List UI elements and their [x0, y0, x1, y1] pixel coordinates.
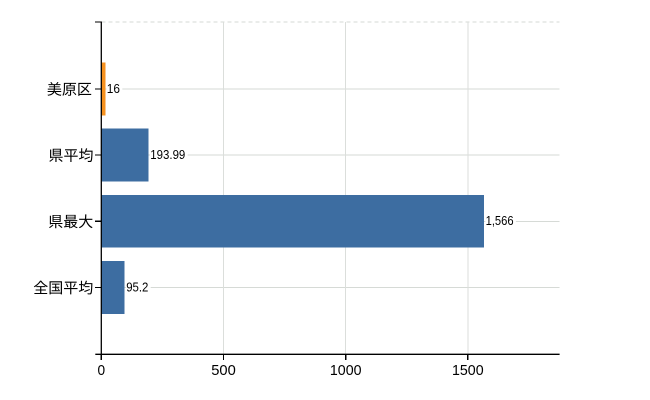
svg-text:0: 0 — [98, 362, 106, 379]
svg-text:1,566: 1,566 — [486, 213, 514, 228]
svg-text:500: 500 — [211, 362, 236, 379]
svg-text:16: 16 — [107, 81, 120, 96]
svg-text:1500: 1500 — [452, 362, 484, 379]
svg-text:193.99: 193.99 — [150, 147, 185, 162]
svg-text:1000: 1000 — [330, 362, 362, 379]
svg-text:95.2: 95.2 — [126, 279, 148, 294]
